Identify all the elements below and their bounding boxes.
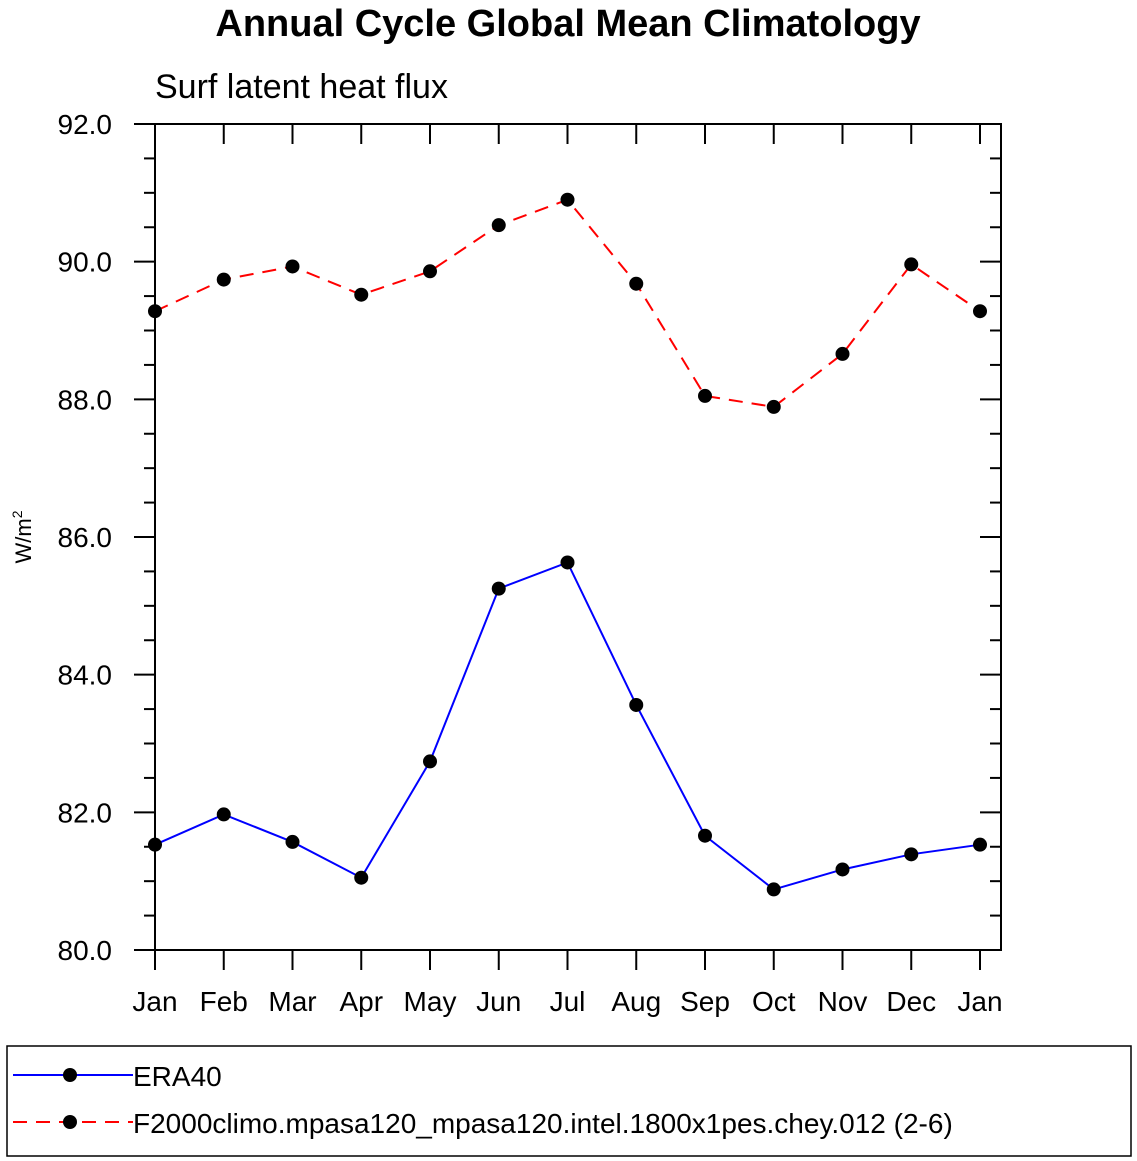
data-point-model	[904, 257, 919, 272]
x-tick-label: Dec	[886, 986, 936, 1017]
x-tick-label: Jun	[476, 986, 521, 1017]
data-point-model	[285, 259, 300, 274]
data-point-model	[766, 399, 781, 414]
x-tick-label: May	[404, 986, 457, 1017]
data-point-era40	[560, 555, 575, 570]
x-tick-label: Jul	[550, 986, 586, 1017]
axes: 80.0 82.0 84.0 86.0 88.0 90.0 92.0 Jan Feb Mar Apr…	[58, 109, 1003, 1017]
legend-marker-era40	[63, 1068, 77, 1082]
series-line-model	[154, 198, 981, 408]
data-point-era40	[973, 837, 987, 852]
y-tick-label: 84.0	[58, 660, 113, 691]
x-tick-label: Sep	[680, 986, 730, 1017]
data-point-era40	[698, 828, 712, 843]
x-tick-label: Nov	[818, 986, 868, 1017]
x-tick-label: Apr	[339, 986, 383, 1017]
data-point-model	[216, 272, 231, 287]
data-point-era40	[766, 882, 781, 897]
series-layer	[148, 192, 987, 897]
x-tick-label: Jan	[132, 986, 177, 1017]
data-point-model	[354, 287, 369, 302]
x-tick-label: Feb	[200, 986, 248, 1017]
legend-marker-model	[63, 1115, 77, 1129]
legend: ERA40 F2000climo.mpasa120_mpasa120.intel…	[6, 1045, 1132, 1157]
x-tick-label: Jan	[957, 986, 1002, 1017]
x-tick-label: Mar	[268, 986, 316, 1017]
data-point-model	[835, 346, 850, 361]
series-line-era40	[154, 561, 981, 891]
y-tick-label: 92.0	[58, 109, 113, 140]
data-point-model	[423, 264, 437, 279]
data-point-era40	[216, 807, 231, 822]
x-tick-label: Aug	[611, 986, 661, 1017]
y-tick-label: 86.0	[58, 522, 113, 553]
chart-subtitle: Surf latent heat flux	[155, 68, 448, 106]
y-axis-label: W/m2	[9, 510, 36, 563]
data-point-model	[629, 276, 644, 291]
y-tick-label: 82.0	[58, 797, 113, 828]
data-point-model	[491, 218, 506, 233]
y-tick-label: 88.0	[58, 384, 113, 415]
legend-box	[6, 1045, 1132, 1157]
y-tick-label: 90.0	[58, 247, 113, 278]
data-point-model	[698, 388, 712, 403]
data-point-era40	[423, 754, 437, 769]
data-point-model	[560, 192, 575, 207]
data-point-era40	[629, 697, 644, 712]
data-point-era40	[835, 862, 850, 877]
x-tick-label: Oct	[752, 986, 796, 1017]
data-point-era40	[491, 581, 506, 596]
svg-text:W/m2: W/m2	[9, 510, 36, 563]
y-tick-label: 80.0	[58, 935, 113, 966]
y-axis-label-text: W/m	[11, 518, 36, 563]
chart-title: Annual Cycle Global Mean Climatology	[215, 3, 920, 45]
data-point-era40	[354, 870, 369, 885]
data-point-era40	[285, 834, 300, 849]
data-point-era40	[904, 847, 919, 862]
legend-label-era40: ERA40	[133, 1061, 222, 1092]
plot-frame	[154, 123, 1002, 951]
y-axis-label-superscript: 2	[9, 510, 25, 518]
legend-label-model: F2000climo.mpasa120_mpasa120.intel.1800x…	[133, 1108, 953, 1139]
data-point-model	[973, 304, 987, 319]
